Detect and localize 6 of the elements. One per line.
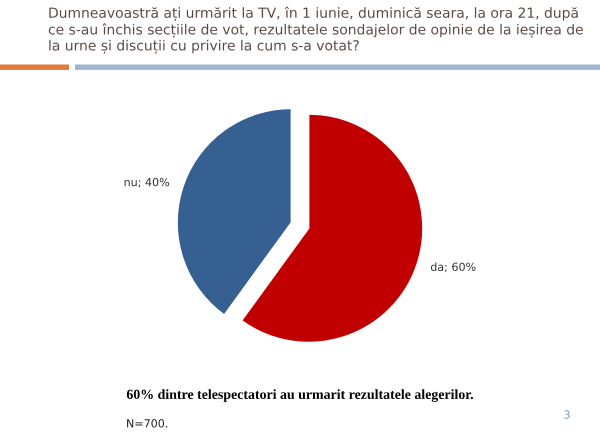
slice-label: nu; 40% (124, 178, 170, 188)
text: N=700. (127, 419, 168, 428)
text: 3 (564, 410, 570, 419)
text: 60% dintre telespectatori au urmarit rezultatele alegerilor. (126, 389, 474, 402)
chart-title: Dumneavoastră ați urmărit la TV, în 1 iunie, duminică seara, la ora 21, după ce s-au închis secțiile de vot, rezultatele sondajelor de opinie de la ieșirea de la urne și discuții cu privire la cum s-a votat? (48, 6, 583, 54)
slice-label: da; 60% (430, 262, 476, 272)
